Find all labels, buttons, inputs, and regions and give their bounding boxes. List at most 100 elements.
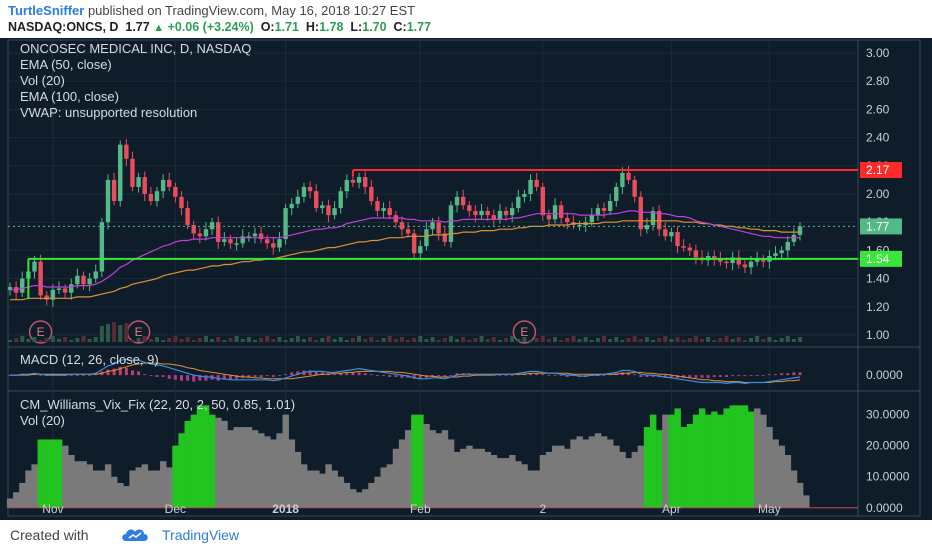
vix-bar[interactable]	[656, 430, 663, 508]
vix-bar[interactable]	[135, 467, 142, 508]
vix-bar[interactable]	[496, 458, 504, 508]
candle[interactable]	[497, 210, 503, 220]
candle[interactable]	[454, 196, 460, 206]
macd-histogram-bar[interactable]	[669, 375, 673, 378]
candle[interactable]	[718, 258, 723, 262]
candle[interactable]	[742, 264, 748, 268]
macd-histogram-bar[interactable]	[363, 373, 367, 376]
volume-bar[interactable]	[99, 326, 104, 342]
macd-histogram-bar[interactable]	[382, 375, 386, 377]
vix-bar[interactable]	[386, 464, 394, 508]
vix-bar[interactable]	[441, 430, 449, 508]
volume-bar[interactable]	[173, 336, 178, 342]
earnings-marker[interactable]	[512, 320, 537, 344]
vix-bar[interactable]	[460, 448, 467, 508]
vix-bar[interactable]	[570, 439, 577, 508]
candle[interactable]	[473, 210, 478, 216]
vix-bar[interactable]	[766, 427, 773, 508]
main-title[interactable]: ONCOSEC MEDICAL INC, D, NASDAQ	[20, 41, 252, 56]
candle[interactable]	[105, 179, 111, 223]
volume-bar[interactable]	[259, 338, 264, 342]
macd-histogram-bar[interactable]	[192, 375, 196, 382]
vix-bar[interactable]	[435, 433, 443, 508]
macd-histogram-bar[interactable]	[39, 375, 43, 376]
macd-histogram-bar[interactable]	[173, 375, 177, 380]
vix-bar[interactable]	[680, 427, 688, 508]
macd-histogram-bar[interactable]	[118, 366, 122, 376]
macd-histogram-bar[interactable]	[437, 375, 441, 377]
candle[interactable]	[314, 191, 319, 209]
candle[interactable]	[730, 257, 735, 264]
macd-histogram-bar[interactable]	[688, 375, 692, 378]
vix-bar[interactable]	[735, 405, 743, 508]
volume-bar[interactable]	[510, 336, 515, 342]
candle[interactable]	[222, 239, 227, 242]
legend-ema100[interactable]: EMA (100, close)	[20, 89, 119, 104]
vix-bar[interactable]	[521, 464, 528, 508]
volume-bar[interactable]	[87, 339, 92, 342]
candle[interactable]	[534, 179, 539, 187]
volume-bar[interactable]	[185, 337, 190, 342]
candle[interactable]	[216, 222, 221, 242]
volume-bar[interactable]	[381, 338, 386, 342]
volume-bar[interactable]	[632, 336, 637, 342]
vix-bar[interactable]	[490, 455, 498, 508]
volume-bar[interactable]	[687, 338, 692, 342]
volume-bar[interactable]	[663, 336, 668, 342]
vix-bar[interactable]	[337, 476, 345, 508]
macd-signal-line[interactable]	[10, 362, 801, 383]
vix-bar[interactable]	[129, 470, 136, 508]
vix-bar[interactable]	[43, 439, 51, 508]
macd-histogram-bar[interactable]	[308, 370, 312, 376]
vix-bar[interactable]	[123, 486, 130, 508]
candle[interactable]	[148, 194, 154, 202]
volume-bar[interactable]	[56, 339, 61, 342]
candle[interactable]	[485, 210, 490, 216]
volume-bar[interactable]	[105, 324, 110, 342]
candle[interactable]	[595, 208, 601, 216]
vix-bar[interactable]	[803, 495, 810, 508]
vix-bar[interactable]	[515, 461, 522, 508]
volume-bar[interactable]	[277, 337, 282, 342]
vix-bar[interactable]	[319, 473, 326, 508]
volume-bar[interactable]	[614, 337, 619, 342]
macd-histogram-bar[interactable]	[565, 375, 569, 377]
vix-bar[interactable]	[405, 430, 412, 508]
volume-bar[interactable]	[81, 336, 86, 342]
vix-bar[interactable]	[282, 414, 289, 508]
volume-bar[interactable]	[93, 337, 98, 342]
macd-histogram-bar[interactable]	[69, 375, 73, 376]
volume-bar[interactable]	[473, 338, 478, 342]
candle[interactable]	[124, 144, 129, 159]
candle[interactable]	[50, 289, 56, 300]
vix-bar[interactable]	[741, 405, 749, 508]
volume-bar[interactable]	[565, 338, 570, 342]
candle[interactable]	[246, 236, 252, 238]
vix-bar[interactable]	[239, 427, 247, 508]
candle[interactable]	[142, 177, 147, 194]
candle[interactable]	[681, 246, 686, 248]
volume-bar[interactable]	[246, 337, 251, 342]
macd-histogram-bar[interactable]	[504, 375, 508, 376]
volume-bar[interactable]	[583, 337, 588, 342]
macd-histogram-bar[interactable]	[345, 373, 349, 376]
macd-histogram-bar[interactable]	[639, 375, 643, 377]
candle[interactable]	[614, 186, 619, 202]
volume-bar[interactable]	[130, 340, 135, 342]
volume-bar[interactable]	[301, 339, 306, 342]
macd-histogram-bar[interactable]	[388, 375, 392, 377]
candle[interactable]	[424, 229, 429, 247]
vix-bar[interactable]	[343, 482, 351, 508]
candle[interactable]	[277, 239, 282, 248]
vix-bar[interactable]	[723, 408, 730, 508]
candle[interactable]	[265, 239, 270, 244]
candle[interactable]	[56, 288, 62, 290]
macd-histogram-bar[interactable]	[700, 375, 704, 378]
volume-bar[interactable]	[240, 339, 245, 342]
macd-histogram-bar[interactable]	[75, 375, 79, 376]
vix-bar[interactable]	[270, 439, 277, 508]
vix-bar[interactable]	[190, 414, 198, 508]
vix-bar[interactable]	[668, 414, 675, 508]
vix-bar[interactable]	[233, 427, 240, 508]
volume-bar[interactable]	[222, 340, 227, 342]
